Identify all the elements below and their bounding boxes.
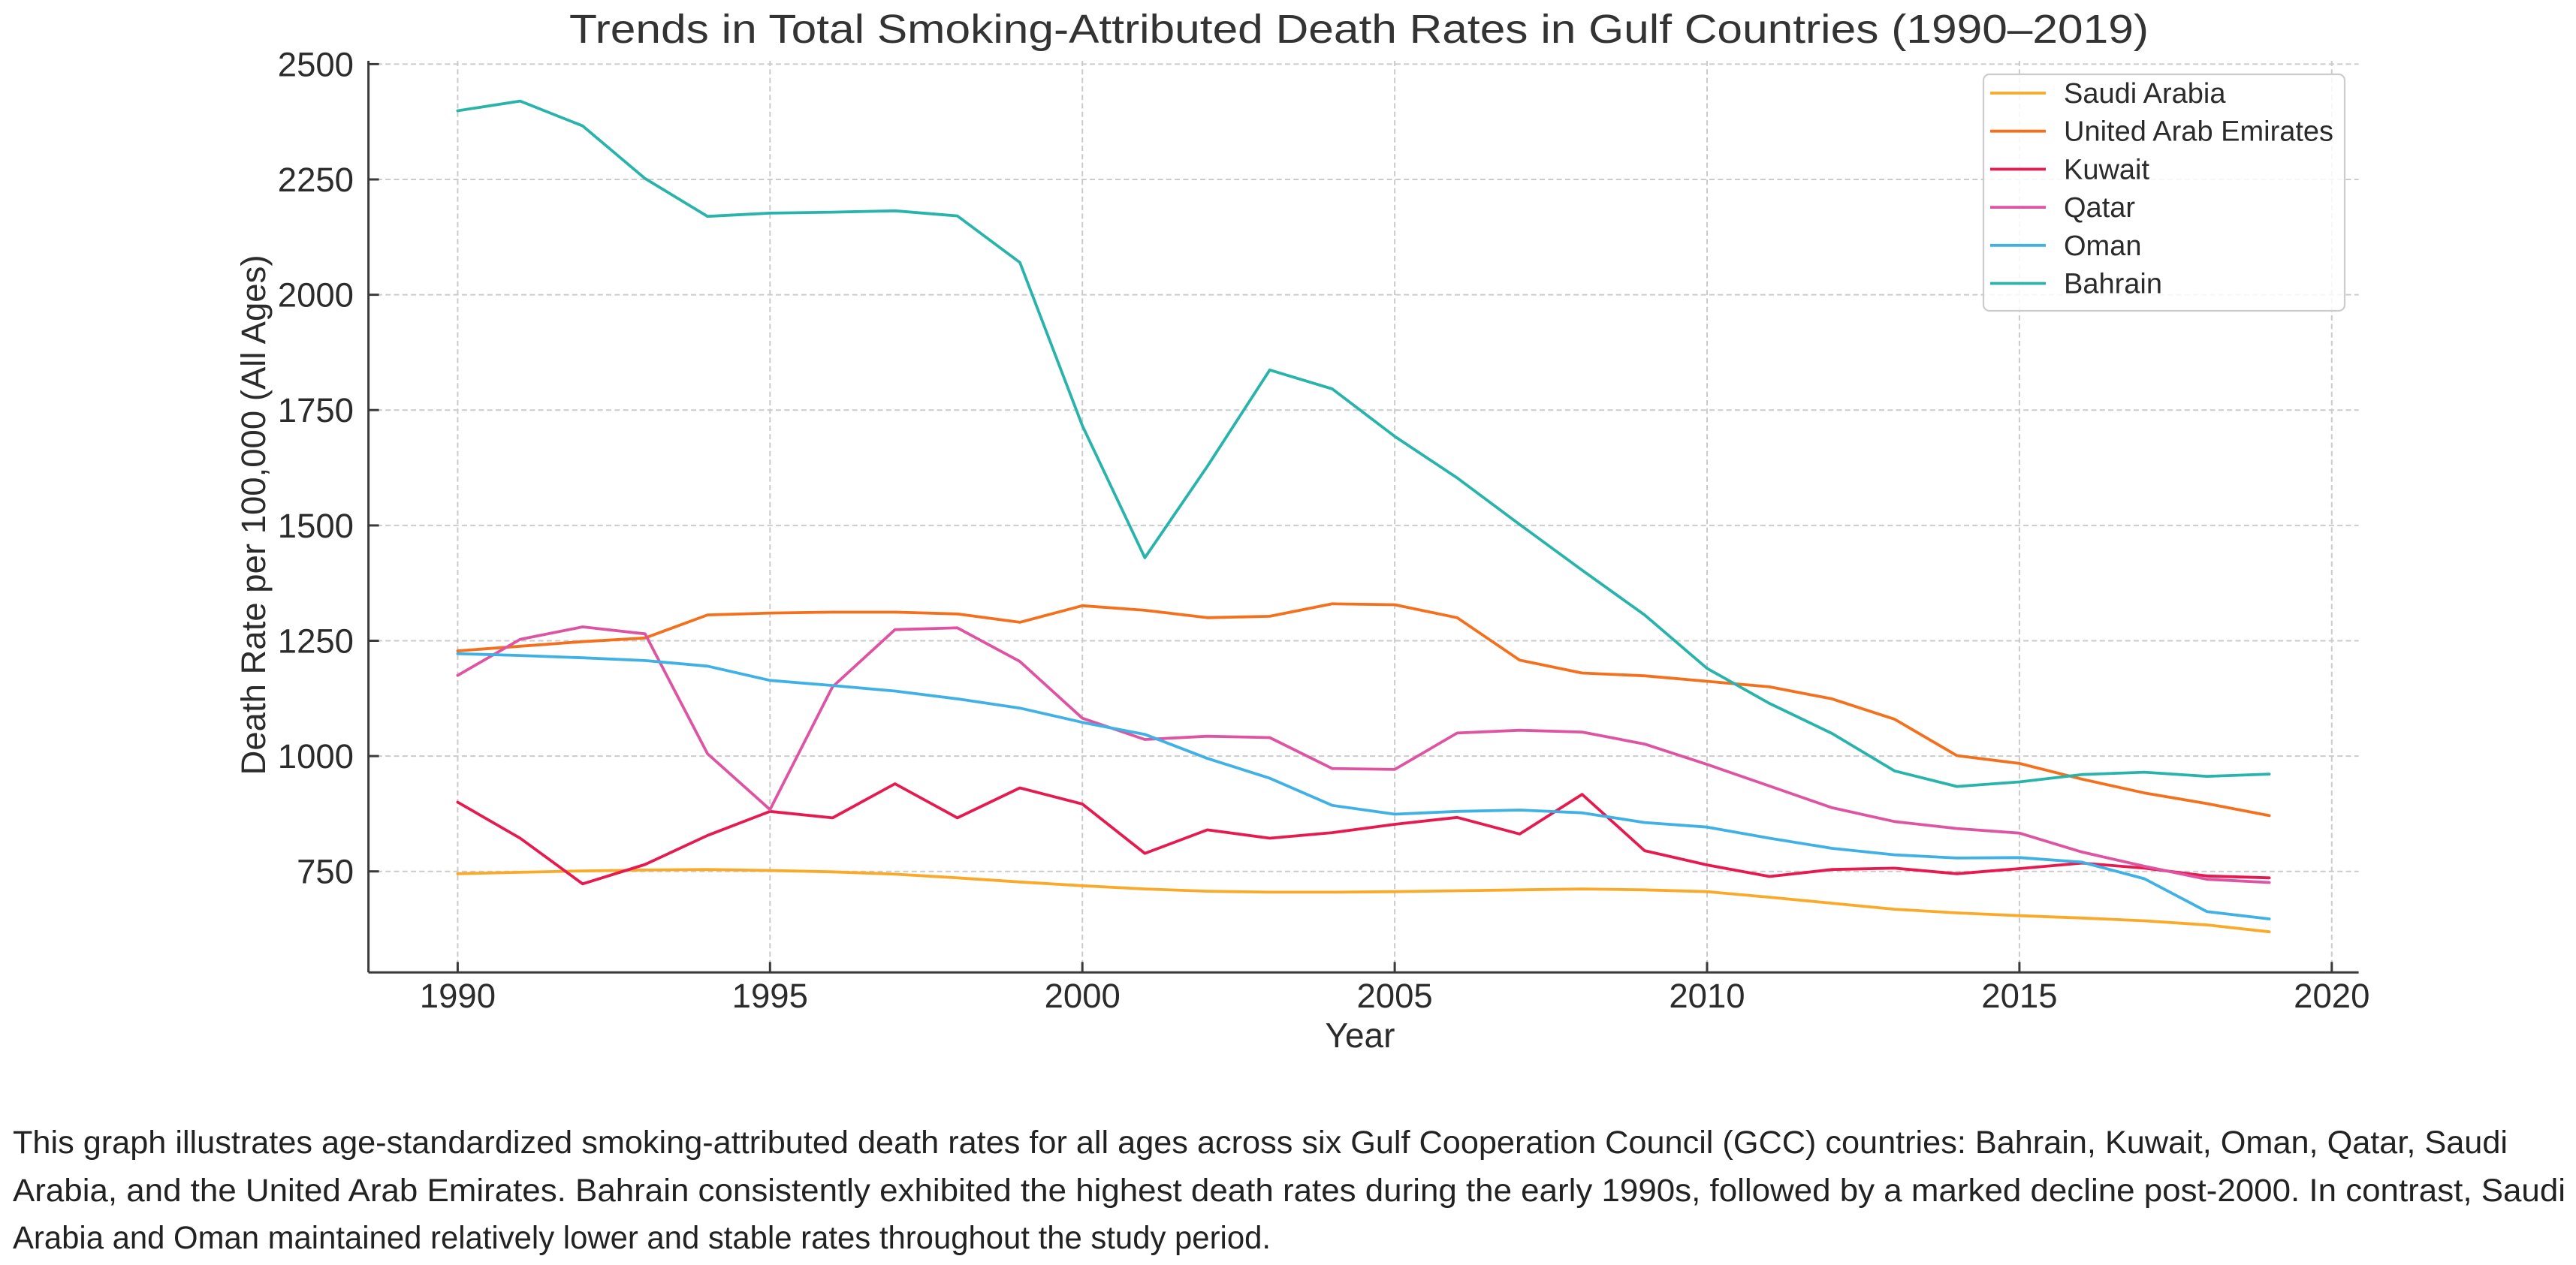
svg-text:United Arab Emirates: United Arab Emirates xyxy=(2064,116,2333,148)
svg-text:1500: 1500 xyxy=(278,507,354,545)
svg-text:2250: 2250 xyxy=(278,161,354,199)
svg-text:1250: 1250 xyxy=(278,622,354,661)
svg-text:Trends in Total Smoking-Attrib: Trends in Total Smoking-Attributed Death… xyxy=(569,7,2149,52)
svg-text:Kuwait: Kuwait xyxy=(2064,154,2149,185)
svg-text:Bahrain: Bahrain xyxy=(2064,269,2162,300)
svg-text:2000: 2000 xyxy=(1045,977,1121,1015)
svg-text:Qatar: Qatar xyxy=(2064,192,2135,224)
svg-text:2500: 2500 xyxy=(278,45,354,83)
svg-text:Saudi Arabia: Saudi Arabia xyxy=(2064,78,2226,110)
svg-text:Arabia and Oman maintained rel: Arabia and Oman maintained relatively lo… xyxy=(13,1220,1271,1256)
svg-text:2000: 2000 xyxy=(278,276,354,315)
svg-text:2010: 2010 xyxy=(1669,977,1745,1015)
svg-text:Death Rate per 100,000 (All Ag: Death Rate per 100,000 (All Ages) xyxy=(234,255,273,775)
svg-text:1000: 1000 xyxy=(278,737,354,776)
svg-text:1990: 1990 xyxy=(420,977,496,1015)
svg-text:750: 750 xyxy=(297,853,354,891)
svg-text:1995: 1995 xyxy=(732,977,808,1015)
svg-text:Oman: Oman xyxy=(2064,230,2141,262)
svg-text:This graph illustrates age-sta: This graph illustrates age-standardized … xyxy=(13,1125,2508,1161)
svg-text:2015: 2015 xyxy=(1981,977,2057,1015)
svg-text:1750: 1750 xyxy=(278,391,354,429)
svg-text:Year: Year xyxy=(1326,1016,1395,1055)
svg-text:2005: 2005 xyxy=(1356,977,1432,1015)
svg-text:Arabia, and the United Arab Em: Arabia, and the United Arab Emirates. Ba… xyxy=(13,1173,2565,1209)
svg-text:2020: 2020 xyxy=(2294,977,2369,1015)
